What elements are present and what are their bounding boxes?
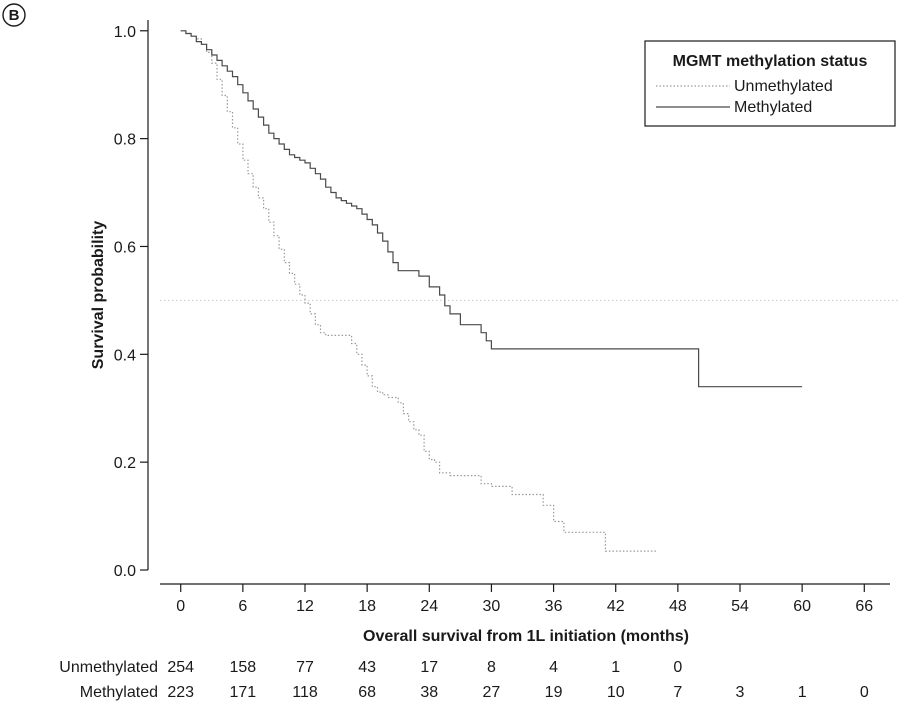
y-tick-label: 0.0 bbox=[114, 563, 136, 580]
risk-count: 43 bbox=[358, 659, 376, 676]
y-tick-label: 0.4 bbox=[114, 347, 136, 364]
x-tick-label: 0 bbox=[176, 598, 185, 615]
legend-box bbox=[644, 40, 896, 127]
x-tick-label: 24 bbox=[420, 598, 438, 615]
risk-count: 223 bbox=[167, 684, 194, 701]
legend-label-methylated: Methylated bbox=[734, 99, 812, 116]
risk-count: 3 bbox=[736, 684, 745, 701]
risk-count: 0 bbox=[860, 684, 869, 701]
series-line-methylated bbox=[180, 30, 803, 388]
x-tick-label: 54 bbox=[731, 598, 749, 615]
x-axis-title: Overall survival from 1L initiation (mon… bbox=[363, 628, 689, 645]
risk-count: 171 bbox=[230, 684, 257, 701]
panel-label: B bbox=[2, 3, 26, 27]
risk-count: 77 bbox=[296, 659, 314, 676]
risk-count: 0 bbox=[673, 659, 682, 676]
risk-count: 1 bbox=[611, 659, 620, 676]
y-axis-title: Survival probability bbox=[90, 221, 107, 370]
risk-table: Unmethylated Methylated 254 158 77 43 17 8 4 1 0… bbox=[59, 659, 869, 701]
legend-title: MGMT methylation status bbox=[673, 53, 868, 70]
risk-count: 19 bbox=[545, 684, 563, 701]
x-tick-label: 18 bbox=[358, 598, 376, 615]
y-tick-label: 0.2 bbox=[114, 455, 136, 472]
x-tick-label: 6 bbox=[238, 598, 247, 615]
x-tick-label: 48 bbox=[669, 598, 687, 615]
risk-count: 118 bbox=[292, 684, 318, 701]
legend: MGMT methylation status Unmethylated Met… bbox=[644, 40, 896, 127]
x-tick-label: 12 bbox=[296, 598, 314, 615]
risk-count: 17 bbox=[420, 659, 438, 676]
risk-count: 7 bbox=[673, 684, 682, 701]
risk-count: 8 bbox=[487, 659, 496, 676]
risk-count: 158 bbox=[230, 659, 257, 676]
legend-label-unmethylated: Unmethylated bbox=[734, 78, 833, 95]
x-ticks: 0 6 12 18 24 30 36 42 48 54 60 66 bbox=[176, 584, 873, 615]
series-line-unmethylated bbox=[180, 30, 658, 552]
risk-count: 27 bbox=[483, 684, 501, 701]
x-tick-label: 66 bbox=[855, 598, 873, 615]
risk-count: 68 bbox=[358, 684, 376, 701]
risk-row-label-unmethylated: Unmethylated bbox=[59, 659, 158, 676]
risk-count: 4 bbox=[549, 659, 558, 676]
series-layer bbox=[180, 30, 803, 552]
y-ticks: 0.0 0.2 0.4 0.6 0.8 1.0 bbox=[114, 24, 148, 580]
risk-count: 1 bbox=[798, 684, 807, 701]
x-tick-label: 30 bbox=[483, 598, 501, 615]
panel-label-text: B bbox=[9, 7, 20, 24]
y-tick-label: 0.8 bbox=[114, 132, 136, 149]
x-tick-label: 60 bbox=[793, 598, 811, 615]
risk-count: 38 bbox=[420, 684, 438, 701]
risk-row-label-methylated: Methylated bbox=[80, 684, 158, 701]
x-tick-label: 42 bbox=[607, 598, 625, 615]
y-tick-label: 0.6 bbox=[114, 239, 136, 256]
y-tick-label: 1.0 bbox=[114, 24, 136, 41]
x-tick-label: 36 bbox=[545, 598, 563, 615]
risk-count: 10 bbox=[607, 684, 625, 701]
risk-count: 254 bbox=[167, 659, 194, 676]
